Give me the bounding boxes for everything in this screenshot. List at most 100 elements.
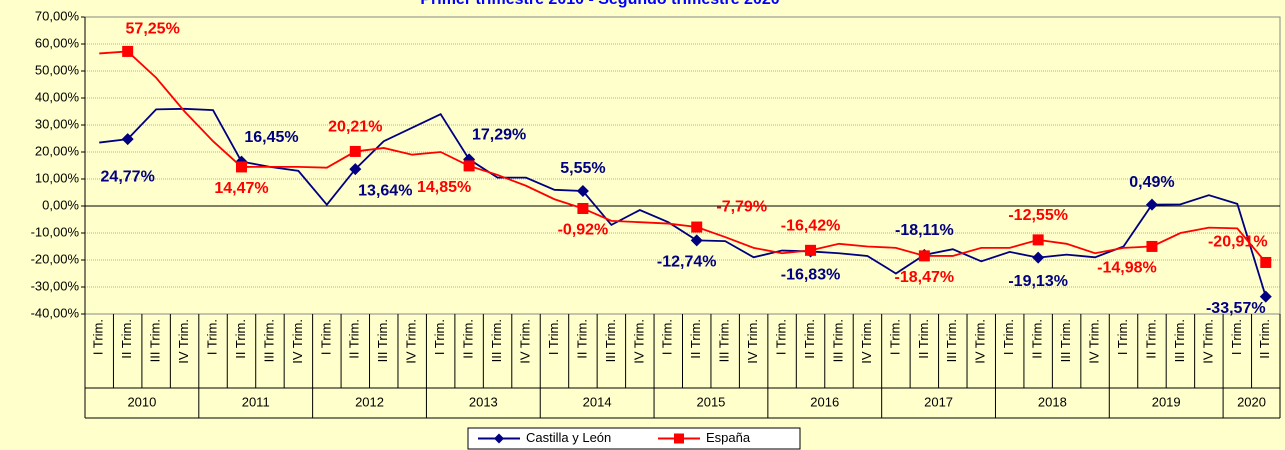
x-tick-label: I Trim. — [774, 319, 789, 355]
x-tick-label: I Trim. — [204, 319, 219, 355]
year-label: 2019 — [1152, 394, 1181, 409]
x-tick-label: III Trim. — [603, 319, 618, 362]
marker — [349, 163, 362, 176]
x-tick-label: II Trim. — [916, 319, 931, 359]
x-tick-label: II Trim. — [347, 319, 362, 359]
marker — [1146, 240, 1158, 252]
legend-box — [467, 427, 801, 450]
data-label: -33,57% — [1206, 300, 1266, 317]
x-tick-label: III Trim. — [148, 319, 163, 362]
x-tick-label: IV Trim. — [517, 319, 532, 364]
data-label: 16,45% — [244, 129, 298, 146]
x-tick-label: IV Trim. — [745, 319, 760, 364]
data-label: 0,49% — [1129, 174, 1174, 191]
data-label: -18,47% — [895, 269, 955, 286]
x-tick-label: II Trim. — [119, 319, 134, 359]
data-label: -16,42% — [781, 218, 841, 235]
x-tick-label: IV Trim. — [859, 319, 874, 364]
marker — [463, 160, 475, 172]
y-tick-label: 30,00% — [35, 116, 80, 131]
x-tick-label: I Trim. — [1229, 319, 1244, 355]
x-tick-label: IV Trim. — [1086, 319, 1101, 364]
data-label: -7,79% — [716, 198, 767, 215]
x-tick-label: II Trim. — [574, 319, 589, 359]
y-tick-label: -20,00% — [31, 251, 80, 266]
x-tick-label: I Trim. — [660, 319, 675, 355]
x-tick-label: III Trim. — [489, 319, 504, 362]
marker — [577, 202, 589, 214]
year-label: 2012 — [355, 394, 384, 409]
year-label: 2016 — [810, 394, 839, 409]
marker — [576, 185, 589, 198]
x-tick-label: II Trim. — [461, 319, 476, 359]
marker — [918, 250, 930, 262]
legend-label: España — [706, 430, 751, 445]
year-label: 2011 — [242, 394, 270, 409]
x-tick-label: II Trim. — [688, 319, 703, 359]
year-label: 2014 — [583, 394, 612, 409]
x-tick-label: II Trim. — [1143, 319, 1158, 359]
year-label: 2015 — [696, 394, 725, 409]
x-tick-label: III Trim. — [1172, 319, 1187, 362]
y-tick-label: 60,00% — [35, 35, 80, 50]
data-label: -18,11% — [895, 222, 954, 239]
x-tick-label: IV Trim. — [404, 319, 419, 364]
x-tick-label: IV Trim. — [176, 319, 191, 364]
chart-title: Primer trimestre 2010 - Segundo trimestr… — [420, 0, 779, 8]
x-tick-label: II Trim. — [1030, 319, 1045, 359]
x-tick-label: I Trim. — [887, 319, 902, 355]
x-tick-label: III Trim. — [375, 319, 390, 362]
x-tick-label: III Trim. — [830, 319, 845, 362]
x-tick-label: I Trim. — [91, 319, 106, 355]
data-label: -20,91% — [1208, 234, 1268, 251]
x-tick-label: IV Trim. — [631, 319, 646, 364]
marker — [691, 221, 703, 233]
x-tick-label: II Trim. — [233, 319, 248, 359]
legend-marker — [674, 433, 684, 444]
data-label: -19,13% — [1008, 273, 1068, 290]
year-label: 2017 — [924, 394, 953, 409]
x-tick-label: III Trim. — [1058, 319, 1073, 362]
x-tick-label: IV Trim. — [973, 319, 988, 364]
series-line — [99, 50, 1267, 264]
y-tick-label: -30,00% — [31, 278, 80, 293]
x-tick-label: I Trim. — [432, 319, 447, 355]
x-tick-label: I Trim. — [1001, 319, 1016, 355]
x-tick-label: IV Trim. — [1200, 319, 1215, 364]
y-tick-label: -40,00% — [31, 305, 80, 320]
x-tick-label: II Trim. — [1257, 319, 1272, 359]
marker — [1032, 251, 1045, 264]
marker — [122, 45, 134, 57]
data-label: -12,74% — [657, 254, 717, 271]
data-label: 20,21% — [328, 119, 382, 136]
x-tick-label: II Trim. — [802, 319, 817, 359]
x-tick-label: III Trim. — [261, 319, 276, 362]
legend-marker — [494, 433, 504, 444]
data-label: -0,92% — [558, 222, 609, 239]
marker — [349, 145, 361, 157]
marker — [1145, 198, 1158, 211]
x-tick-label: I Trim. — [1115, 319, 1130, 355]
x-tick-label: I Trim. — [318, 319, 333, 355]
data-label: 14,85% — [417, 179, 471, 196]
x-tick-label: III Trim. — [717, 319, 732, 362]
series-line — [99, 107, 1267, 297]
y-tick-label: -10,00% — [31, 224, 80, 239]
data-label: 24,77% — [101, 168, 155, 185]
marker — [690, 234, 703, 247]
y-tick-label: 50,00% — [35, 62, 80, 77]
data-label: -12,55% — [1008, 207, 1068, 224]
year-label: 2013 — [469, 394, 498, 409]
marker — [1032, 234, 1044, 246]
year-label: 2010 — [127, 394, 156, 409]
y-tick-label: 0,00% — [42, 197, 79, 212]
marker — [1259, 290, 1272, 303]
y-tick-label: 40,00% — [35, 89, 80, 104]
data-label: -14,98% — [1097, 260, 1157, 277]
y-tick-label: 70,00% — [35, 8, 80, 23]
data-label: 17,29% — [472, 127, 526, 144]
marker — [121, 133, 134, 146]
